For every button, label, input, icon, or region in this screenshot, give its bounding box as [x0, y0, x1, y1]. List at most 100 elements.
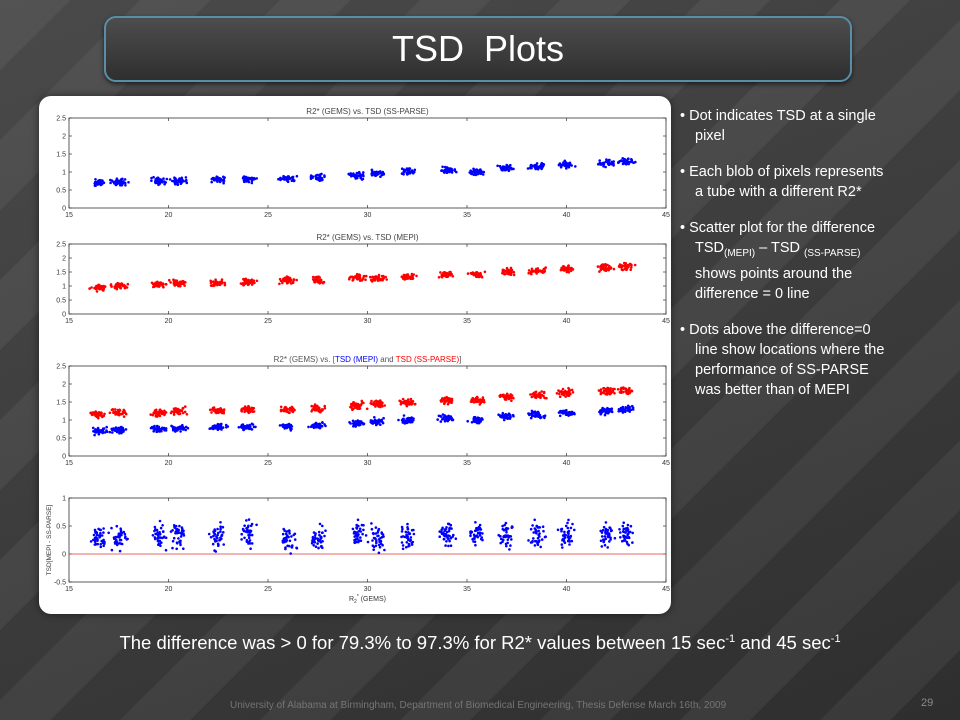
data-point	[90, 411, 94, 415]
data-point	[353, 535, 357, 538]
data-point	[385, 278, 389, 281]
data-point	[405, 417, 409, 421]
data-point	[448, 416, 451, 420]
data-point	[241, 282, 245, 285]
data-point	[111, 431, 114, 434]
bullet-text: line show locations where the	[695, 341, 885, 358]
y-tick-label: 0	[62, 206, 66, 213]
data-point	[352, 407, 355, 411]
chart-title-part: TSD (MEPI)	[335, 355, 378, 364]
x-tick-label: 15	[65, 586, 73, 593]
data-point	[381, 278, 384, 281]
data-point	[544, 535, 547, 538]
data-point	[237, 426, 241, 429]
data-point	[153, 424, 156, 428]
data-point	[105, 425, 108, 429]
data-point	[443, 401, 446, 405]
data-point	[625, 268, 628, 272]
data-point	[374, 544, 378, 548]
data-point	[285, 424, 289, 427]
data-point	[370, 399, 373, 403]
data-point	[510, 399, 513, 403]
data-point	[566, 536, 570, 539]
data-point	[214, 424, 217, 428]
data-point	[541, 525, 545, 528]
data-point	[472, 170, 475, 173]
data-point	[250, 427, 253, 431]
data-point	[355, 176, 359, 180]
data-point	[445, 540, 448, 543]
data-point	[540, 416, 543, 419]
data-point	[481, 532, 484, 535]
data-point	[472, 417, 476, 421]
data-point	[247, 533, 250, 537]
data-point	[94, 178, 97, 181]
data-point	[125, 286, 129, 289]
data-point	[93, 433, 96, 437]
data-point	[153, 426, 157, 430]
data-point	[278, 424, 282, 427]
data-point	[530, 413, 533, 416]
data-point	[507, 168, 511, 172]
data-point	[362, 171, 365, 174]
data-point	[313, 537, 317, 540]
data-point	[610, 410, 614, 414]
data-point	[499, 535, 502, 538]
data-point	[377, 538, 381, 541]
data-point	[375, 539, 378, 543]
data-point	[530, 166, 533, 170]
summary-text: The difference was > 0 for 79.3% to 97.3…	[0, 632, 960, 654]
data-point	[310, 410, 313, 413]
data-point	[558, 395, 562, 399]
data-point	[207, 532, 211, 536]
data-point	[158, 532, 162, 536]
data-point	[102, 287, 105, 291]
data-point	[530, 395, 534, 399]
x-axis-label: R2* (GEMS)	[349, 594, 386, 605]
data-point	[98, 181, 101, 185]
data-point	[183, 284, 186, 287]
data-point	[221, 525, 225, 529]
data-point	[249, 524, 253, 528]
data-point	[446, 534, 450, 537]
data-point	[626, 523, 630, 527]
data-point	[317, 407, 320, 411]
data-point	[121, 412, 125, 415]
data-point	[570, 388, 574, 392]
bullet-text: – TSD	[755, 240, 804, 256]
data-point	[630, 389, 633, 393]
data-point	[355, 537, 358, 541]
data-point	[375, 541, 378, 545]
data-point	[175, 283, 179, 287]
chart-panel-3	[68, 365, 667, 457]
tsd-plots-figure: R2* (GEMS) vs. TSD (SS-PARSE)15 20 25 30 35 4…	[46, 107, 670, 605]
data-point	[535, 267, 538, 271]
data-point	[223, 281, 227, 285]
data-point	[413, 168, 417, 172]
data-point	[213, 282, 217, 286]
data-point	[439, 271, 442, 274]
data-point	[560, 389, 563, 393]
data-point	[567, 267, 570, 271]
data-point	[475, 395, 479, 399]
data-point	[100, 539, 103, 543]
data-point	[621, 390, 625, 394]
data-point	[502, 418, 506, 422]
bullet-line: pixel	[680, 126, 956, 146]
data-point	[121, 426, 125, 430]
data-point	[605, 387, 608, 391]
data-point	[175, 541, 179, 544]
data-point	[445, 418, 448, 422]
data-point	[176, 527, 179, 531]
data-point	[224, 423, 228, 427]
data-point	[359, 420, 363, 423]
data-point	[400, 535, 403, 539]
summary-part-2: and 45 sec	[735, 632, 831, 653]
data-point	[619, 531, 622, 534]
data-point	[157, 183, 160, 187]
data-point	[483, 270, 487, 274]
data-point	[211, 542, 215, 546]
data-point	[559, 165, 563, 169]
data-point	[321, 531, 324, 534]
data-point	[290, 425, 294, 428]
